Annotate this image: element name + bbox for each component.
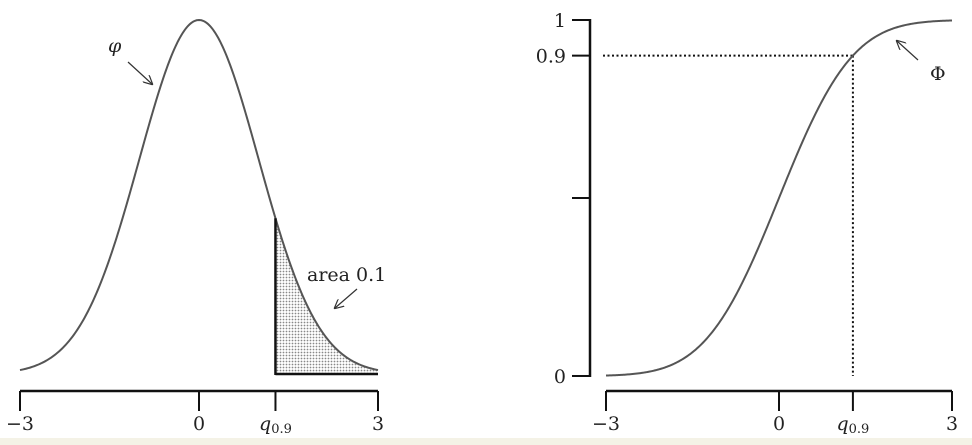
right-x-tick-label: 3 bbox=[946, 413, 958, 435]
phi-label: φ bbox=[108, 35, 122, 57]
density-curve bbox=[19, 18, 379, 372]
right-x-ticks: −3 0 q0.9 3 bbox=[592, 391, 958, 437]
area-label: area 0.1 bbox=[307, 264, 386, 286]
left-x-ticks: −3 0 q0.9 3 bbox=[6, 391, 384, 437]
cdf-curve bbox=[605, 19, 953, 377]
left-x-tick-label: q0.9 bbox=[259, 413, 292, 437]
shaded-tail-area bbox=[275, 218, 378, 374]
Phi-label: Φ bbox=[930, 63, 946, 85]
right-y-tick-label: 0 bbox=[554, 366, 566, 388]
right-y-tick-label: 1 bbox=[554, 10, 566, 32]
phi-arrow bbox=[127, 61, 152, 84]
area-arrow bbox=[335, 288, 358, 308]
right-x-tick-label: 0 bbox=[773, 413, 785, 435]
right-x-tick-label: −3 bbox=[592, 413, 620, 435]
right-x-tick-label: q0.9 bbox=[836, 413, 869, 437]
left-x-tick-label: 0 bbox=[193, 413, 205, 435]
bottom-strip bbox=[0, 438, 972, 445]
right-y-tick-label: 0.9 bbox=[536, 46, 566, 68]
right-y-ticks: 00.91 bbox=[536, 10, 590, 388]
left-x-tick-label: 3 bbox=[372, 413, 384, 435]
Phi-arrow bbox=[897, 41, 919, 61]
left-x-tick-label: −3 bbox=[6, 413, 34, 435]
